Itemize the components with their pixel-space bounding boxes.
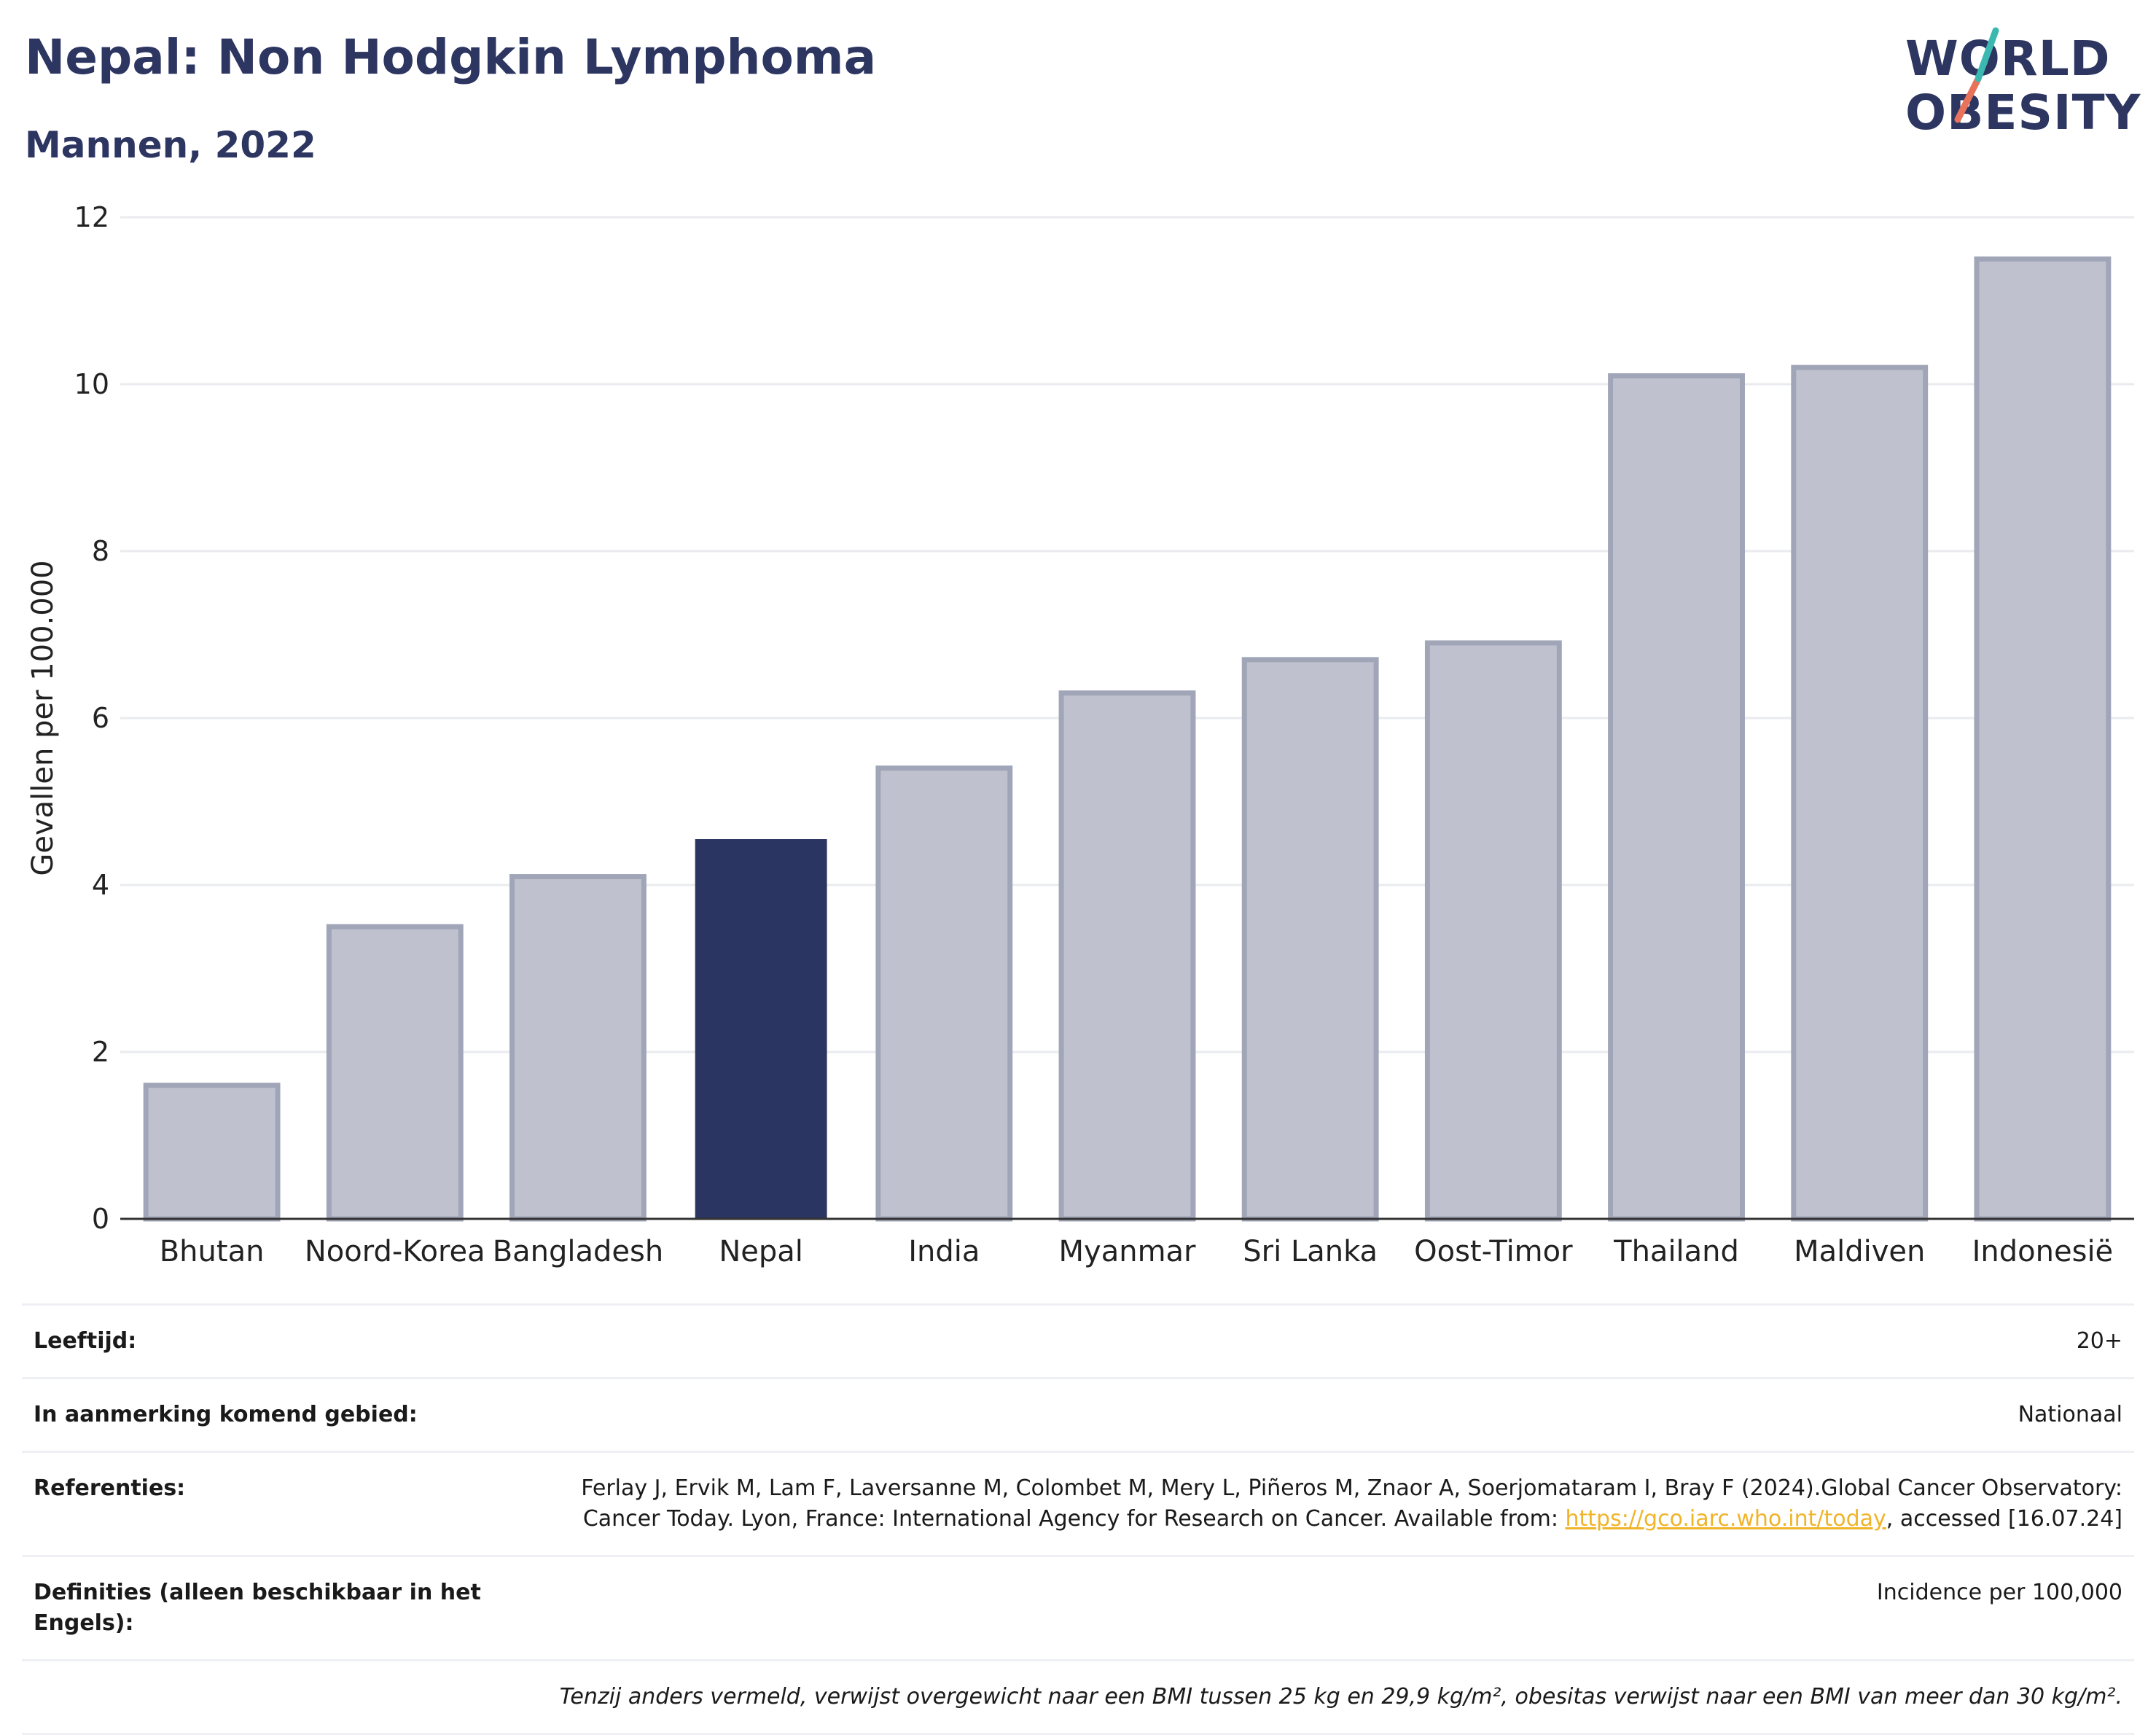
info-row-age: Leeftijd: 20+ — [22, 1303, 2134, 1379]
bar — [1241, 657, 1379, 1222]
age-value: 20+ — [512, 1303, 2134, 1379]
bar — [326, 924, 464, 1222]
y-tick-label: 0 — [92, 1203, 109, 1235]
info-row-area: In aanmerking komend gebied: Nationaal — [22, 1377, 2134, 1452]
bars — [143, 256, 2112, 1222]
logo-word-world: WORLD — [1905, 31, 2111, 87]
x-tick-label: Noord-Korea — [305, 1235, 485, 1268]
x-axis-ticks: Bhutan Noord-Korea Bangladesh Nepal India Mya… — [160, 1235, 2113, 1268]
bar — [1058, 690, 1196, 1222]
y-axis-label: Gevallen per 100.000 — [26, 560, 60, 876]
info-row-footnote: Tenzij anders vermeld, verwijst overgewi… — [22, 1659, 2134, 1735]
bar — [1424, 640, 1562, 1222]
bar-highlighted — [695, 839, 827, 1219]
bar — [1791, 364, 1929, 1222]
world-obesity-logo: WORLD OBESITY — [1895, 25, 2143, 156]
bar — [875, 765, 1013, 1222]
x-tick-label: Bhutan — [160, 1235, 265, 1268]
x-tick-label: Myanmar — [1059, 1235, 1197, 1268]
bar — [1974, 256, 2112, 1222]
x-tick-label: Maldiven — [1794, 1235, 1925, 1268]
area-label: In aanmerking komend gebied: — [22, 1377, 512, 1452]
x-tick-label: Bangladesh — [493, 1235, 664, 1268]
bar — [1608, 373, 1745, 1222]
y-axis-ticks: 0 2 4 6 8 10 12 — [74, 201, 109, 1235]
logo-word-obesity: OBESITY — [1905, 85, 2141, 141]
y-tick-label: 10 — [74, 368, 109, 400]
x-tick-label: India — [908, 1235, 980, 1268]
y-tick-label: 4 — [92, 869, 109, 901]
logo-slash-icon — [1954, 27, 1999, 123]
x-tick-label: Sri Lanka — [1243, 1235, 1378, 1268]
references-link[interactable]: https://gco.iarc.who.int/today — [1565, 1506, 1886, 1532]
definitions-value: Incidence per 100,000 — [512, 1555, 2134, 1661]
x-tick-label: Nepal — [719, 1235, 803, 1268]
references-value: Ferlay J, Ervik M, Lam F, Laversanne M, … — [512, 1451, 2134, 1556]
references-label: Referenties: — [22, 1451, 512, 1556]
bar-chart: 0 2 4 6 8 10 12 Bhutan Noord-Korea Bangladesh Nep… — [26, 201, 2134, 1268]
chart-title: Nepal: Non Hodgkin Lymphoma — [25, 29, 877, 85]
bar — [143, 1083, 281, 1222]
info-table: Leeftijd: 20+ In aanmerking komend gebie… — [22, 1303, 2134, 1735]
references-suffix: , accessed [16.07.24] — [1886, 1506, 2122, 1532]
y-tick-label: 8 — [92, 535, 109, 567]
x-tick-label: Thailand — [1613, 1235, 1739, 1268]
info-row-definitions: Definities (alleen beschikbaar in het En… — [22, 1555, 2134, 1661]
y-tick-label: 2 — [92, 1036, 109, 1068]
x-tick-label: Indonesië — [1972, 1235, 2114, 1268]
chart-subtitle: Mannen, 2022 — [25, 124, 316, 166]
x-tick-label: Oost-Timor — [1414, 1235, 1573, 1268]
references-text: Ferlay J, Ervik M, Lam F, Laversanne M, … — [581, 1475, 2122, 1532]
y-tick-label: 12 — [74, 201, 109, 233]
y-tick-label: 6 — [92, 702, 109, 734]
area-value: Nationaal — [512, 1377, 2134, 1452]
info-row-references: Referenties: Ferlay J, Ervik M, Lam F, L… — [22, 1451, 2134, 1556]
footnote: Tenzij anders vermeld, verwijst overgewi… — [22, 1659, 2134, 1735]
bar — [509, 874, 647, 1222]
definitions-label: Definities (alleen beschikbaar in het En… — [22, 1555, 512, 1661]
age-label: Leeftijd: — [22, 1303, 512, 1379]
